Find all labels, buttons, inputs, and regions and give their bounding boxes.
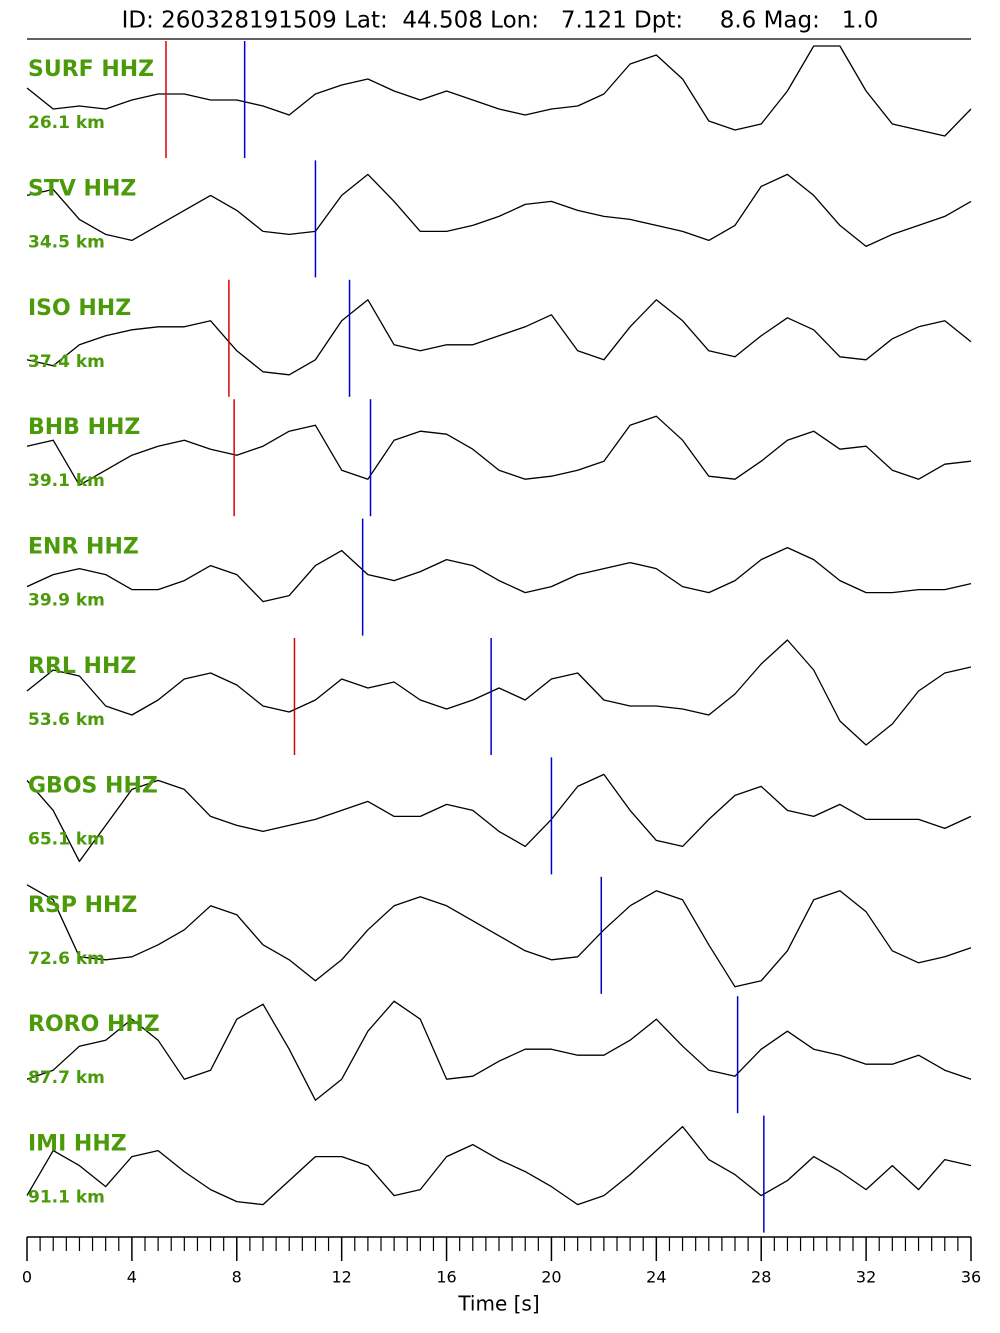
distance-label: 87.7 km <box>28 1068 105 1088</box>
x-tick-label: 32 <box>856 1268 876 1287</box>
distance-label: 39.9 km <box>28 591 105 611</box>
waveform <box>26 299 972 376</box>
distance-label: 91.1 km <box>28 1188 105 1208</box>
station-label: STV HHZ <box>28 176 136 201</box>
chart-title: ID: 260328191509 Lat: 44.508 Lon: 7.121 … <box>122 8 879 34</box>
waveform <box>26 639 972 746</box>
station-label: RORO HHZ <box>28 1012 160 1037</box>
waveform <box>26 773 972 863</box>
x-tick-label: 20 <box>541 1268 561 1287</box>
waveform <box>26 1000 972 1101</box>
x-tick-label: 4 <box>127 1268 137 1287</box>
x-tick-label: 12 <box>331 1268 351 1287</box>
waveform <box>26 546 972 603</box>
station-label: SURF HHZ <box>28 57 154 82</box>
x-tick-label: 24 <box>646 1268 666 1287</box>
x-axis-label: Time [s] <box>457 1292 539 1316</box>
distance-label: 34.5 km <box>28 232 105 252</box>
x-tick-label: 36 <box>961 1268 981 1287</box>
x-tick-label: 0 <box>22 1268 32 1287</box>
distance-label: 53.6 km <box>28 710 105 730</box>
x-tick-label: 8 <box>232 1268 242 1287</box>
waveform <box>26 45 972 137</box>
station-label: RRL HHZ <box>28 654 136 679</box>
distance-label: 72.6 km <box>28 949 105 969</box>
waveform <box>26 884 972 988</box>
distance-label: 37.4 km <box>28 352 105 372</box>
waveform <box>26 173 972 248</box>
distance-label: 39.1 km <box>28 471 105 491</box>
waveform <box>26 415 972 486</box>
station-label: ENR HHZ <box>28 535 139 560</box>
x-tick-label: 16 <box>436 1268 456 1287</box>
distance-label: 26.1 km <box>28 113 105 133</box>
station-label: BHB HHZ <box>28 415 140 440</box>
waveform <box>26 1125 972 1206</box>
x-tick-label: 28 <box>751 1268 771 1287</box>
station-label: GBOS HHZ <box>28 773 158 798</box>
distance-label: 65.1 km <box>28 829 105 849</box>
station-label: RSP HHZ <box>28 893 137 918</box>
station-label: ISO HHZ <box>28 296 131 321</box>
station-label: IMI HHZ <box>28 1132 127 1157</box>
